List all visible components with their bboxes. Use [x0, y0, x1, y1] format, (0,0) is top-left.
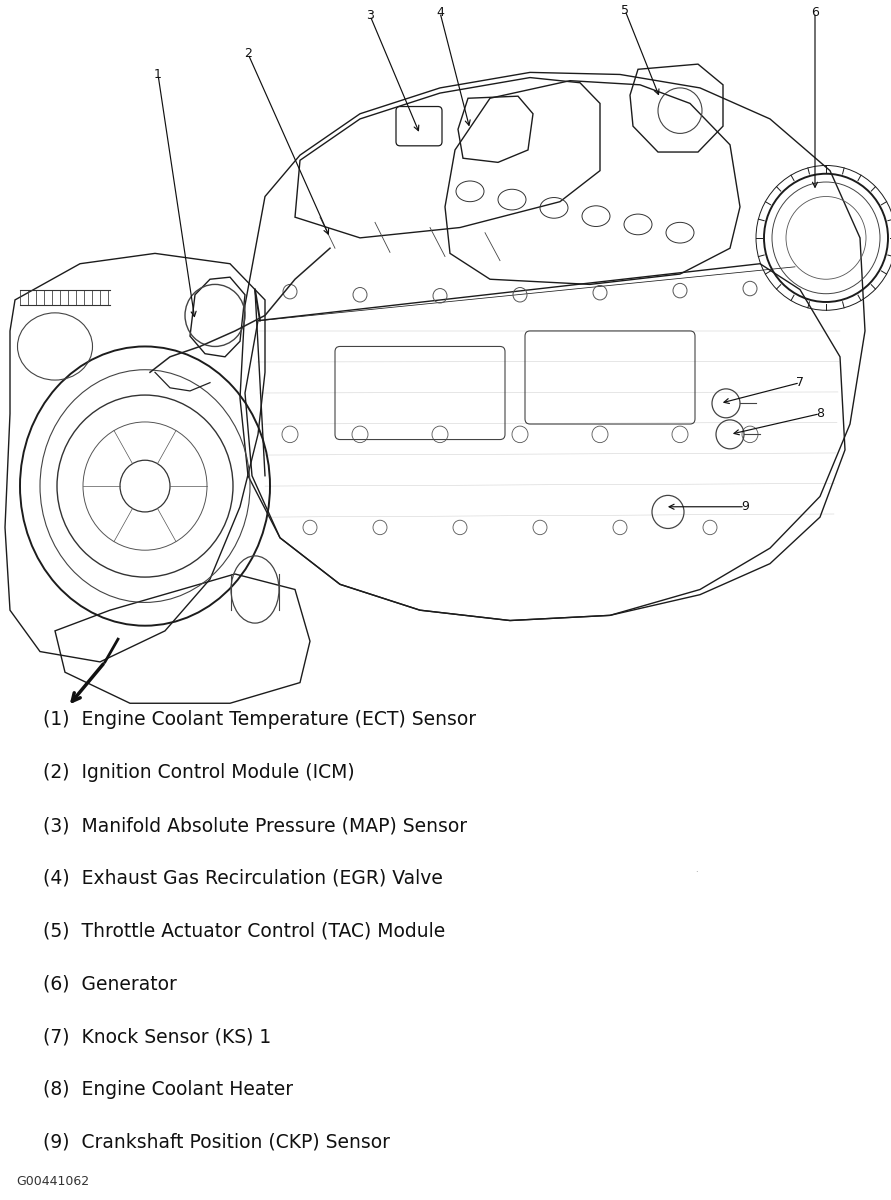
- Text: 2: 2: [244, 47, 252, 60]
- Text: (6)  Generator: (6) Generator: [43, 974, 176, 994]
- Text: .: .: [695, 865, 698, 875]
- Text: G00441062: G00441062: [16, 1175, 89, 1188]
- Text: (9)  Crankshaft Position (CKP) Sensor: (9) Crankshaft Position (CKP) Sensor: [43, 1133, 389, 1152]
- Text: (5)  Throttle Actuator Control (TAC) Module: (5) Throttle Actuator Control (TAC) Modu…: [43, 922, 445, 941]
- Text: 4: 4: [436, 6, 444, 19]
- Text: (1)  Engine Coolant Temperature (ECT) Sensor: (1) Engine Coolant Temperature (ECT) Sen…: [43, 710, 476, 730]
- Text: 9: 9: [741, 500, 749, 514]
- Text: 5: 5: [621, 4, 629, 17]
- Text: 8: 8: [816, 407, 824, 420]
- Text: 3: 3: [366, 10, 374, 22]
- Text: (8)  Engine Coolant Heater: (8) Engine Coolant Heater: [43, 1080, 293, 1099]
- Text: (4)  Exhaust Gas Recirculation (EGR) Valve: (4) Exhaust Gas Recirculation (EGR) Valv…: [43, 869, 443, 888]
- Text: 6: 6: [811, 6, 819, 19]
- Text: (3)  Manifold Absolute Pressure (MAP) Sensor: (3) Manifold Absolute Pressure (MAP) Sen…: [43, 816, 467, 835]
- Text: (7)  Knock Sensor (KS) 1: (7) Knock Sensor (KS) 1: [43, 1027, 271, 1046]
- Text: (2)  Ignition Control Module (ICM): (2) Ignition Control Module (ICM): [43, 763, 355, 782]
- Text: 7: 7: [796, 376, 804, 389]
- Text: 1: 1: [154, 68, 162, 80]
